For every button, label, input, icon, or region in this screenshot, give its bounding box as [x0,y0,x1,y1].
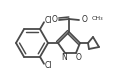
Text: O: O [52,15,58,24]
Text: Cl: Cl [45,61,52,70]
Text: N: N [61,52,67,61]
Text: CH₃: CH₃ [92,17,104,21]
Text: Cl: Cl [45,16,52,25]
Text: O: O [76,52,82,61]
Text: O: O [82,15,88,24]
